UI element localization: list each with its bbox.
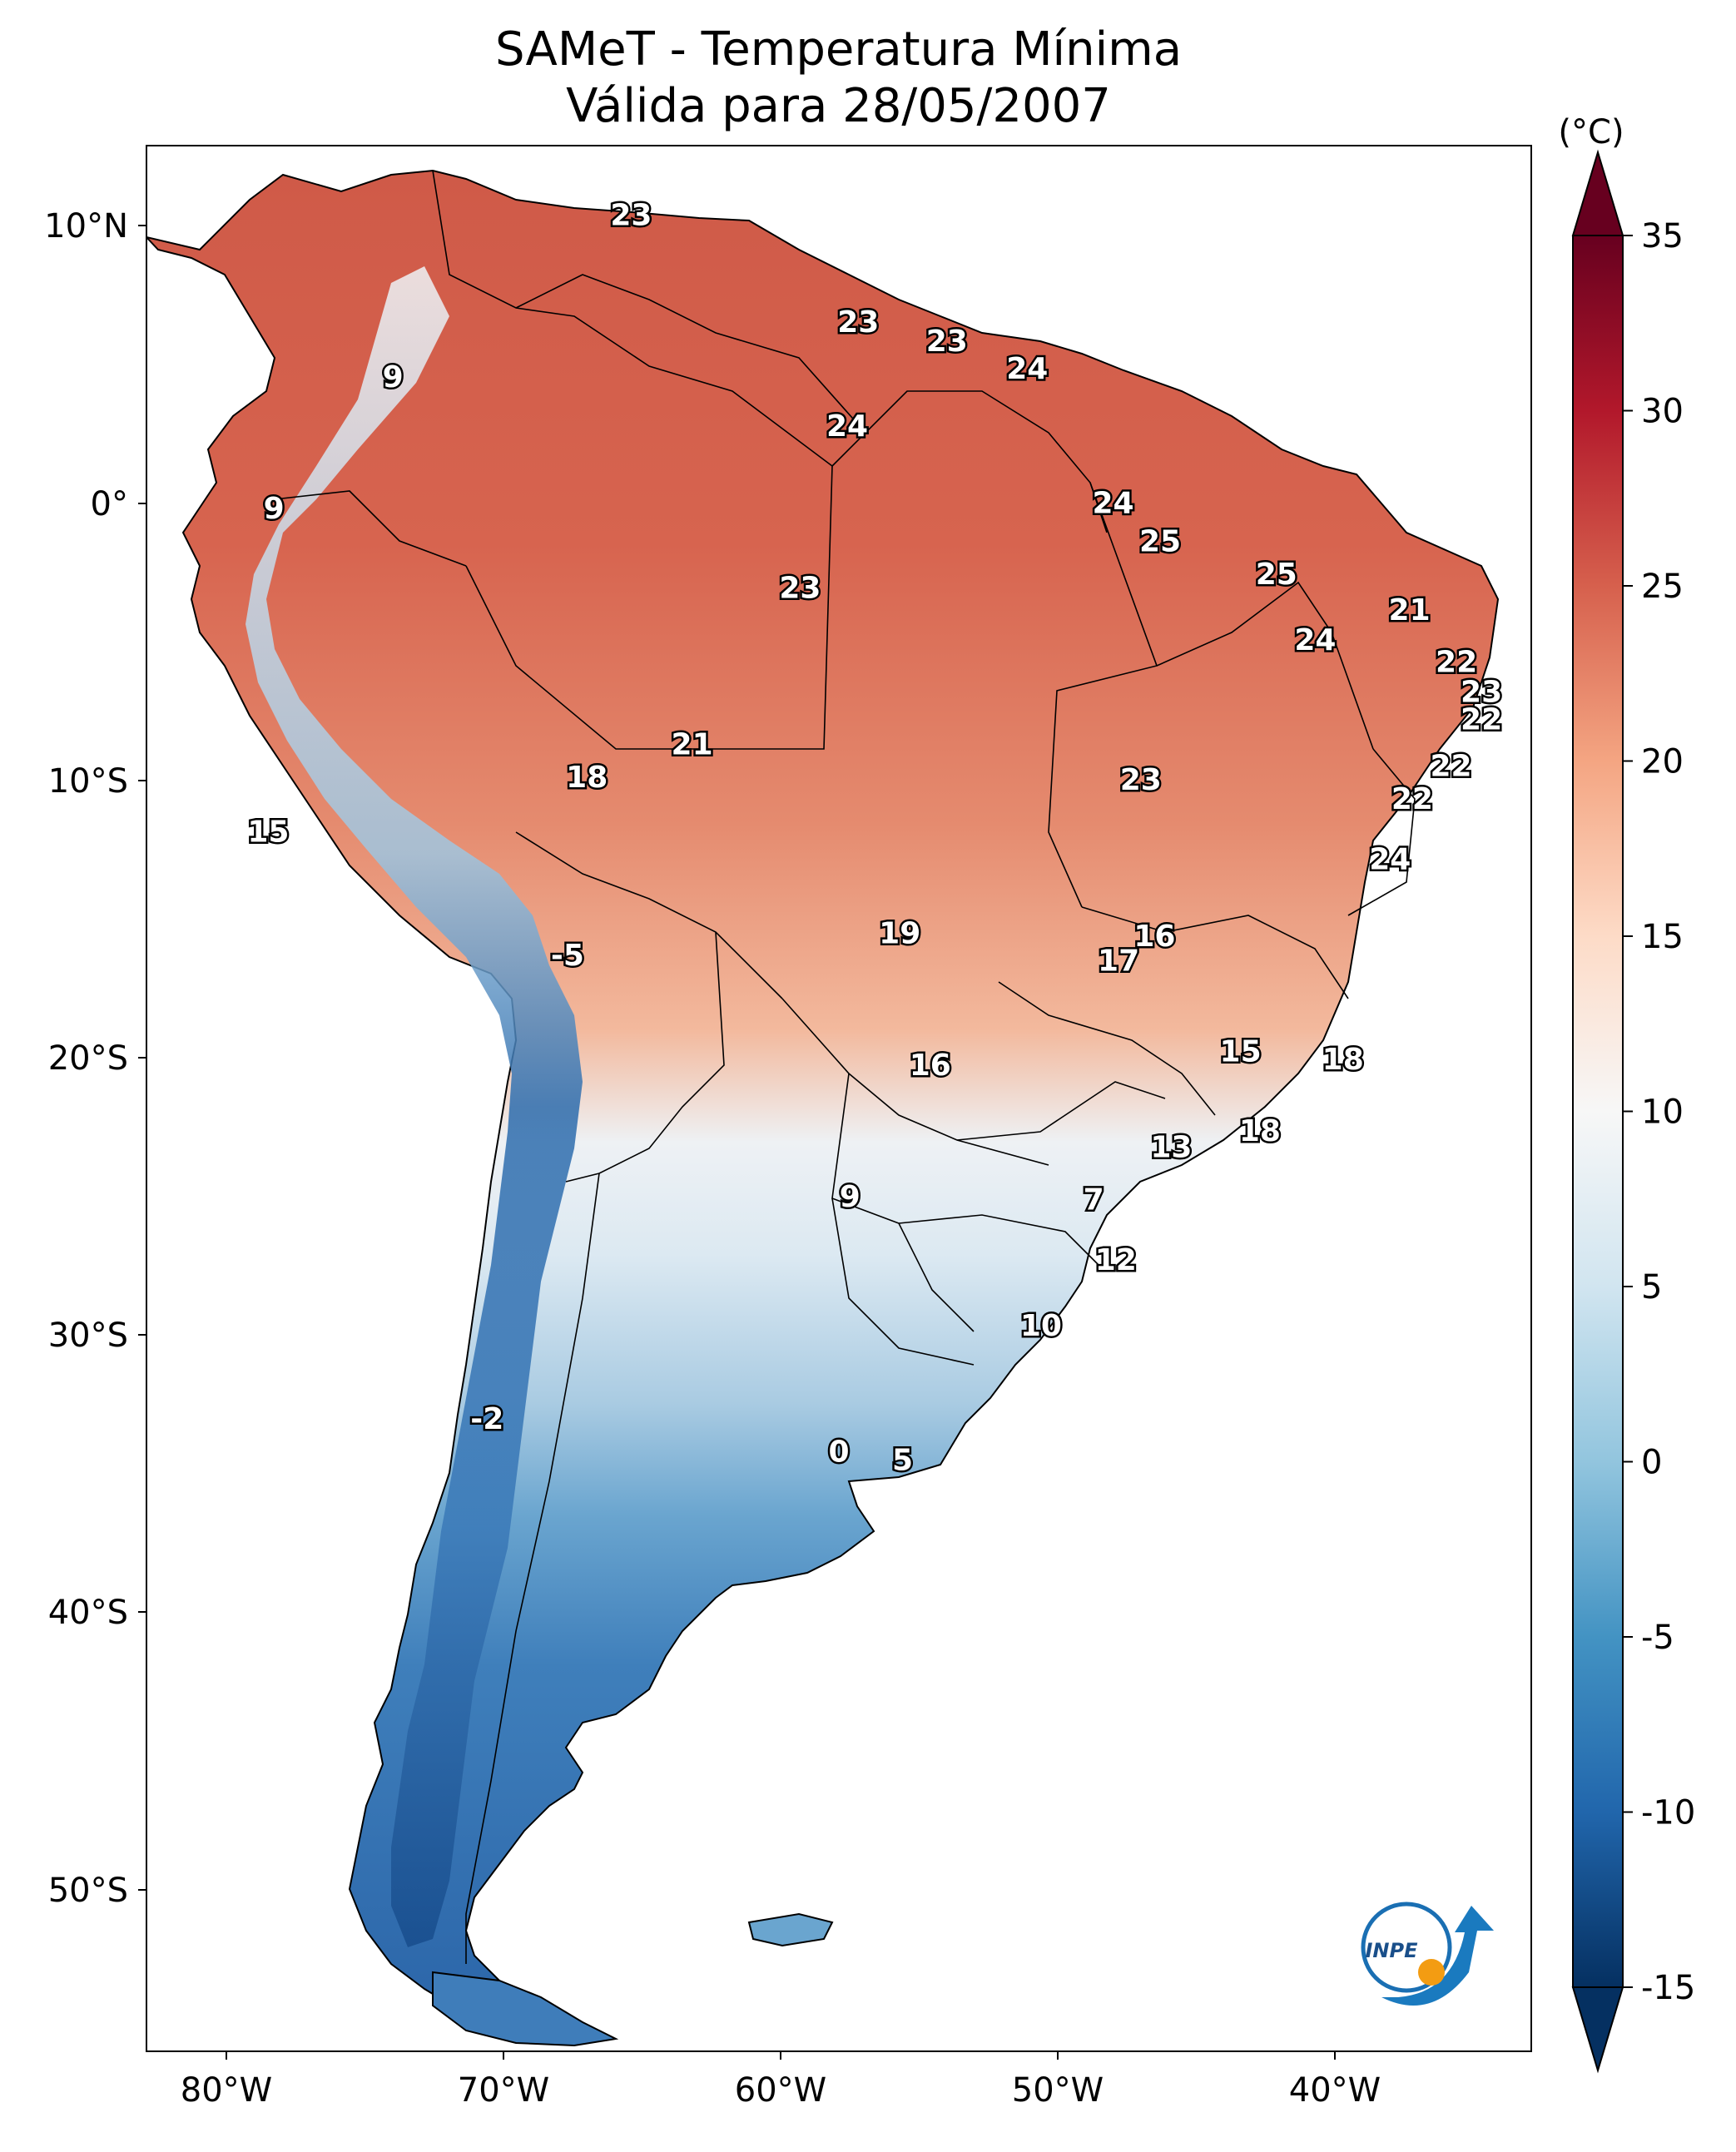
temperature-value-label: 18: [1239, 1114, 1281, 1148]
temperature-value-label: 15: [247, 816, 289, 850]
temperature-value-label: 18: [566, 761, 608, 795]
colorbar-unit: (°C): [1558, 113, 1624, 151]
lon-tick-label: 60°W: [735, 2071, 826, 2110]
temperature-value-label: 25: [1139, 525, 1181, 559]
inpe-logo: INPE: [1361, 1902, 1494, 2006]
colorbar-tick-label: -10: [1641, 1794, 1695, 1832]
lon-tick-label: 80°W: [181, 2071, 272, 2110]
temperature-value-label: 24: [1092, 486, 1133, 520]
colorbar-tick-label: 25: [1641, 568, 1684, 606]
temperature-value-label: 22: [1391, 782, 1433, 816]
temperature-value-label: 18: [1322, 1043, 1364, 1077]
temperature-value-label: -2: [470, 1402, 503, 1436]
andes-cold-band: [246, 266, 583, 1947]
land-layer: [146, 169, 1500, 2047]
lat-tick-label: 40°S: [48, 1594, 128, 1632]
lat-tick-label: 10°N: [44, 207, 128, 245]
falkland-islands: [747, 1912, 834, 1947]
temperature-value-label: 25: [1256, 558, 1297, 592]
temperature-value-label: 9: [264, 492, 285, 526]
colorbar: (°C) 35 30 25 20 15 10 5 0 -5 -10 -15: [1558, 113, 1695, 2074]
colorbar-tick-label: -15: [1641, 1969, 1695, 2007]
temperature-value-label: 23: [926, 325, 968, 359]
colorbar-tick-label: 35: [1641, 217, 1684, 255]
temperature-value-label: 19: [879, 917, 920, 951]
chart-subtitle: Válida para 28/05/2007: [566, 79, 1111, 133]
colorbar-tick-label: -5: [1641, 1619, 1674, 1657]
temperature-value-label: 23: [610, 198, 652, 232]
temperature-value-label: 17: [1098, 945, 1139, 979]
temperature-value-label: 9: [840, 1180, 861, 1214]
temperature-value-label: 15: [1220, 1034, 1262, 1069]
temperature-value-label: 12: [1095, 1243, 1137, 1277]
temperature-value-label: 24: [1369, 843, 1411, 877]
tierra-del-fuego: [432, 1971, 619, 2047]
lat-tick-label: 10°S: [48, 762, 128, 801]
temperature-value-label: 0: [828, 1435, 849, 1469]
lat-tick-label: 50°S: [48, 1872, 128, 1910]
lat-tick-label: 30°S: [48, 1316, 128, 1355]
logo-text: INPE: [1366, 1939, 1419, 1962]
temperature-value-label: 16: [1133, 920, 1175, 954]
temperature-value-label: 23: [837, 305, 879, 340]
temperature-value-label: 23: [779, 572, 821, 606]
lon-tick-label: 40°W: [1289, 2071, 1381, 2110]
temperature-value-label: 21: [672, 727, 713, 761]
lon-axis: 80°W 70°W 60°W 50°W 40°W: [181, 2051, 1381, 2110]
colorbar-tick-label: 20: [1641, 743, 1684, 781]
temperature-value-label: 22: [1436, 646, 1477, 680]
lon-tick-label: 50°W: [1012, 2071, 1104, 2110]
temperature-value-label: 16: [910, 1049, 951, 1083]
colorbar-min-extend: [1571, 1986, 1624, 2074]
colorbar-tick-label: 15: [1641, 918, 1684, 956]
colorbar-ticks: 35 30 25 20 15 10 5 0 -5 -10 -15: [1623, 217, 1695, 2007]
lat-tick-label: 20°S: [48, 1039, 128, 1078]
lat-axis: 10°N 0° 10°S 20°S 30°S 40°S 50°S: [44, 207, 146, 1910]
temperature-value-label: 24: [1006, 352, 1048, 386]
lat-tick-label: 0°: [91, 485, 128, 523]
temperature-value-label: 21: [1389, 593, 1431, 627]
temperature-value-label: 24: [1294, 623, 1336, 657]
lon-tick-label: 70°W: [458, 2071, 549, 2110]
temperature-value-label: 7: [1084, 1183, 1104, 1217]
colorbar-tick-label: 0: [1641, 1444, 1662, 1482]
colorbar-tick-label: 30: [1641, 393, 1684, 431]
temperature-value-label: 22: [1461, 703, 1502, 737]
colorbar-max-extend: [1571, 149, 1624, 236]
country-borders: [274, 170, 1416, 1964]
temperature-value-label: 23: [1461, 676, 1502, 710]
temperature-value-label: 9: [383, 360, 404, 394]
colorbar-tick-label: 5: [1641, 1268, 1662, 1307]
temperature-value-label: 22: [1430, 750, 1471, 784]
temperature-value-label: -5: [551, 939, 584, 973]
temperature-value-label: 5: [892, 1443, 913, 1477]
chart-title: SAMeT - Temperatura Mínima: [494, 22, 1183, 77]
colorbar-tick-label: 10: [1641, 1093, 1684, 1132]
temperature-value-label: 13: [1150, 1131, 1192, 1165]
temperature-value-label: 10: [1020, 1309, 1062, 1343]
temperature-value-label: 24: [826, 409, 868, 444]
colorbar-body: [1572, 235, 1624, 1988]
temperature-value-label: 23: [1120, 763, 1162, 797]
